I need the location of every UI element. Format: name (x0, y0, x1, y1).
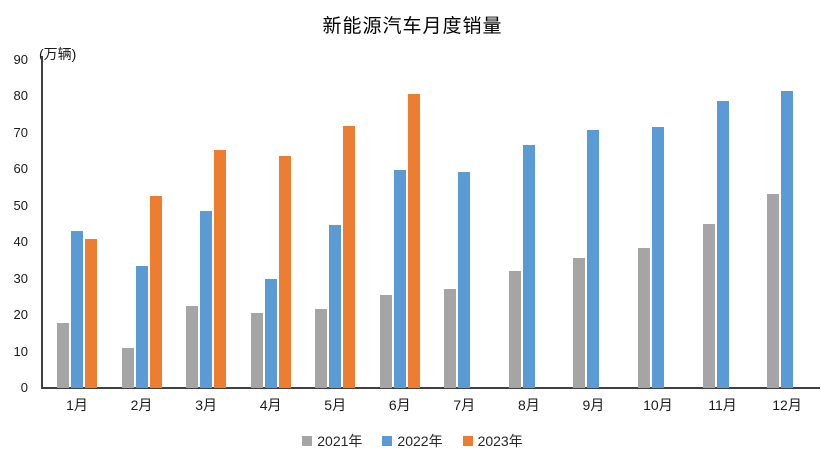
y-tick-label: 30 (13, 270, 28, 286)
legend-item-2023年: 2023年 (462, 431, 523, 451)
bar-2022年-4月 (264, 278, 277, 388)
x-axis-label-4月: 4月 (259, 397, 282, 413)
bar-2021年-3月 (186, 305, 199, 388)
x-axis-label-8月: 8月 (517, 397, 540, 413)
y-tick-label: 60 (13, 161, 28, 176)
x-axis-label-6月: 6月 (388, 397, 411, 413)
bar-2023年-3月 (214, 149, 227, 388)
x-axis-label-2月: 2月 (130, 397, 153, 413)
legend-label: 2023年 (477, 433, 523, 449)
y-axis-unit-label: (万辆) (39, 46, 77, 62)
x-axis-line (41, 387, 820, 389)
x-axis-label-10月: 10月 (643, 397, 673, 413)
bar-2022年-2月 (135, 266, 148, 388)
y-tick-label: 50 (13, 197, 28, 213)
y-tick-label: 10 (13, 343, 28, 359)
bar-2021年-8月 (508, 270, 521, 388)
legend-item-2022年: 2022年 (382, 431, 443, 451)
bar-2023年-4月 (278, 155, 291, 388)
legend: 2021年 2022年 2023年 (0, 431, 825, 451)
legend-label: 2022年 (397, 433, 443, 449)
bar-2022年-7月 (458, 171, 471, 388)
bar-2022年-5月 (329, 224, 342, 388)
bar-2022年-9月 (587, 129, 600, 388)
x-axis-label-7月: 7月 (453, 397, 476, 413)
x-axis-label-1月: 1月 (66, 397, 88, 413)
x-axis-label-12月: 12月 (772, 397, 802, 413)
bar-2023年-2月 (149, 196, 162, 388)
x-axis-label-9月: 9月 (582, 397, 605, 413)
bar-2021年-1月 (57, 322, 69, 388)
bar-2021年-4月 (250, 312, 263, 388)
bar-2023年-6月 (407, 93, 420, 388)
bar-2021年-7月 (444, 289, 457, 388)
y-tick-label: 0 (20, 380, 28, 395)
y-tick-label: 80 (13, 88, 28, 103)
y-tick-label: 20 (13, 307, 28, 322)
legend-item-2021年: 2021年 (302, 431, 362, 451)
bar-2021年-12月 (767, 194, 780, 388)
legend-swatch-2023年 (462, 436, 473, 446)
bar-2021年-6月 (379, 294, 392, 388)
bar-2022年-3月 (200, 211, 213, 388)
bar-2022年-12月 (781, 90, 794, 388)
chart-title: 新能源汽车月度销量 (322, 16, 503, 37)
y-tick-label: 90 (13, 51, 28, 67)
bar-2021年-5月 (315, 308, 328, 388)
bar-2023年-1月 (85, 239, 97, 388)
bar-2021年-10月 (637, 248, 650, 388)
y-tick-label: 40 (13, 234, 28, 249)
legend-label: 2021年 (317, 433, 363, 449)
bar-2021年-11月 (702, 223, 715, 388)
bar-2021年-2月 (121, 347, 134, 388)
bar-2022年-10月 (651, 127, 664, 388)
bar-2022年-6月 (393, 170, 406, 388)
y-axis-line (41, 56, 43, 388)
bar-2022年-11月 (716, 101, 729, 388)
bar-2022年-8月 (522, 144, 535, 388)
x-axis-label-5月: 5月 (324, 397, 347, 413)
legend-swatch-2022年 (382, 436, 393, 446)
legend-swatch-2021年 (302, 436, 313, 446)
bar-2022年-1月 (71, 230, 83, 388)
x-axis-label-3月: 3月 (195, 397, 217, 413)
x-axis-label-11月: 11月 (708, 397, 737, 413)
y-tick-label: 70 (13, 124, 28, 140)
bar-2023年-5月 (343, 126, 356, 388)
bar-2021年-9月 (573, 257, 586, 388)
